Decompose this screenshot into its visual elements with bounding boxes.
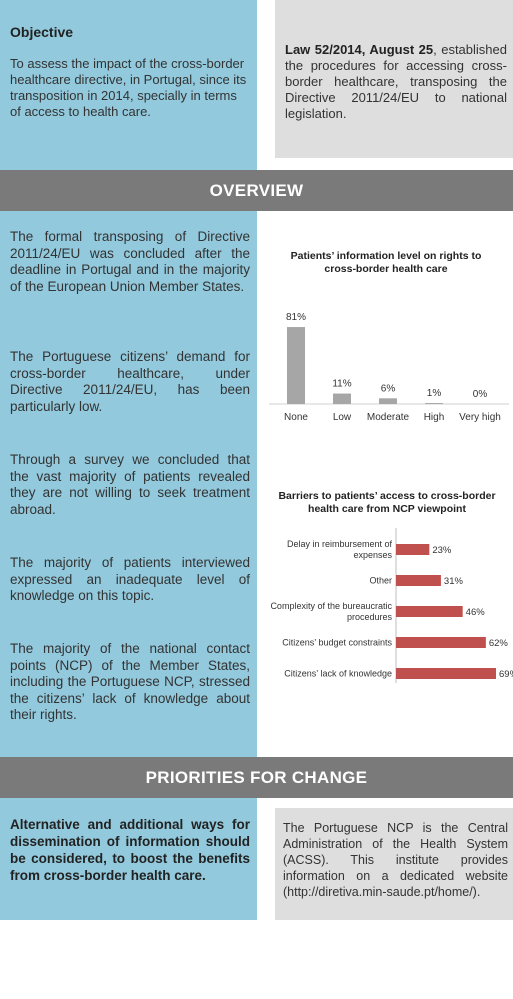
priorities-left-panel: Alternative and additional ways for diss…: [0, 798, 257, 920]
priorities-left-text: Alternative and additional ways for diss…: [10, 817, 250, 883]
chart-1-bar: [287, 327, 305, 404]
priorities-right-panel: The Portuguese NCP is the Central Admini…: [275, 808, 513, 920]
chart-2-category-label-line: procedures: [347, 612, 393, 622]
law-panel: Law 52/2014, August 25, established the …: [275, 0, 513, 158]
chart-2-bar: [396, 575, 441, 586]
law-title: Law 52/2014, August 25: [285, 42, 434, 57]
chart-2-bar: [396, 637, 486, 648]
chart-1-title: Patients’ information level on rights to…: [290, 250, 482, 275]
chart-1-category-label: Moderate: [367, 412, 410, 423]
chart-2-value-label: 31%: [444, 576, 464, 587]
chart-2-value-label: 62%: [489, 638, 509, 649]
objective-heading: Objective: [10, 24, 74, 40]
objective-text: To assess the impact of the cross-border…: [10, 56, 247, 119]
law-body: , established the procedures for accessi…: [285, 42, 507, 121]
chart-1-value-label: 81%: [286, 312, 306, 323]
chart-2-category-label-line: Citizens’ lack of knowledge: [284, 669, 392, 679]
overview-paragraph-5: The majority of the national contact poi…: [10, 641, 250, 722]
overview-paragraph-3: Through a survey we concluded that the v…: [10, 452, 250, 517]
chart-1-value-label: 11%: [332, 379, 351, 390]
overview-paragraph-4: The majority of patients interviewed exp…: [10, 555, 250, 603]
chart-2-category-label-line: Complexity of the bureaucratic: [270, 601, 392, 611]
chart-1-category-label: Low: [333, 412, 352, 423]
chart-1-category-label: High: [424, 412, 445, 423]
priorities-banner: PRIORITIES FOR CHANGE: [0, 757, 513, 798]
chart-2-value-label: 46%: [466, 607, 486, 618]
chart-2-category-label-line: Delay in reimbursement of: [287, 539, 393, 549]
chart-1: 81% None 11% Low 6% Moderate 1% High 0% Very high: [269, 312, 509, 423]
chart-2-value-label: 23%: [432, 545, 452, 556]
chart-2-bar: [396, 606, 463, 617]
chart-1-bar: [425, 403, 443, 404]
chart-2-bar: [396, 544, 430, 555]
law-text: Law 52/2014, August 25, established the …: [285, 42, 507, 122]
overview-paragraph-1: The formal transposing of Directive 2011…: [10, 229, 250, 294]
chart-1-bar: [333, 393, 351, 404]
chart-2-category-label: Citizens’ lack of knowledge: [284, 669, 392, 679]
chart-1-category-label: None: [284, 412, 308, 423]
chart-1-value-label: 0%: [473, 389, 488, 400]
chart-2-category-label: Other: [369, 576, 392, 586]
overview-heading: OVERVIEW: [209, 180, 304, 200]
chart-2-category-label-line: Other: [369, 576, 392, 586]
overview-banner: OVERVIEW: [0, 170, 513, 211]
chart-2-category-label: Citizens’ budget constraints: [282, 638, 392, 648]
chart-2-bar: [396, 668, 496, 679]
chart-2-title: Barriers to patients’ access to cross-bo…: [278, 490, 496, 515]
priorities-right-text: The Portuguese NCP is the Central Admini…: [283, 821, 508, 899]
objective-panel: Objective To assess the impact of the cr…: [0, 0, 257, 170]
overview-paragraph-2: The Portuguese citizens’ demand for cros…: [10, 349, 250, 414]
overview-panel: [0, 211, 257, 757]
priorities-heading: PRIORITIES FOR CHANGE: [145, 767, 368, 787]
chart-2-category-label-line: expenses: [353, 550, 392, 560]
chart-2: 23% Delay in reimbursement of expenses 31% O…: [270, 528, 513, 683]
chart-1-category-label: Very high: [459, 412, 501, 423]
chart-1-value-label: 6%: [381, 383, 396, 394]
chart-2-category-label: Delay in reimbursement of expenses: [287, 539, 393, 560]
chart-2-value-label: 69%: [499, 669, 513, 680]
chart-1-bar: [379, 398, 397, 404]
chart-1-value-label: 1%: [427, 388, 442, 399]
chart-2-category-label: Complexity of the bureaucratic procedures: [270, 601, 392, 622]
chart-2-category-label-line: Citizens’ budget constraints: [282, 638, 392, 648]
